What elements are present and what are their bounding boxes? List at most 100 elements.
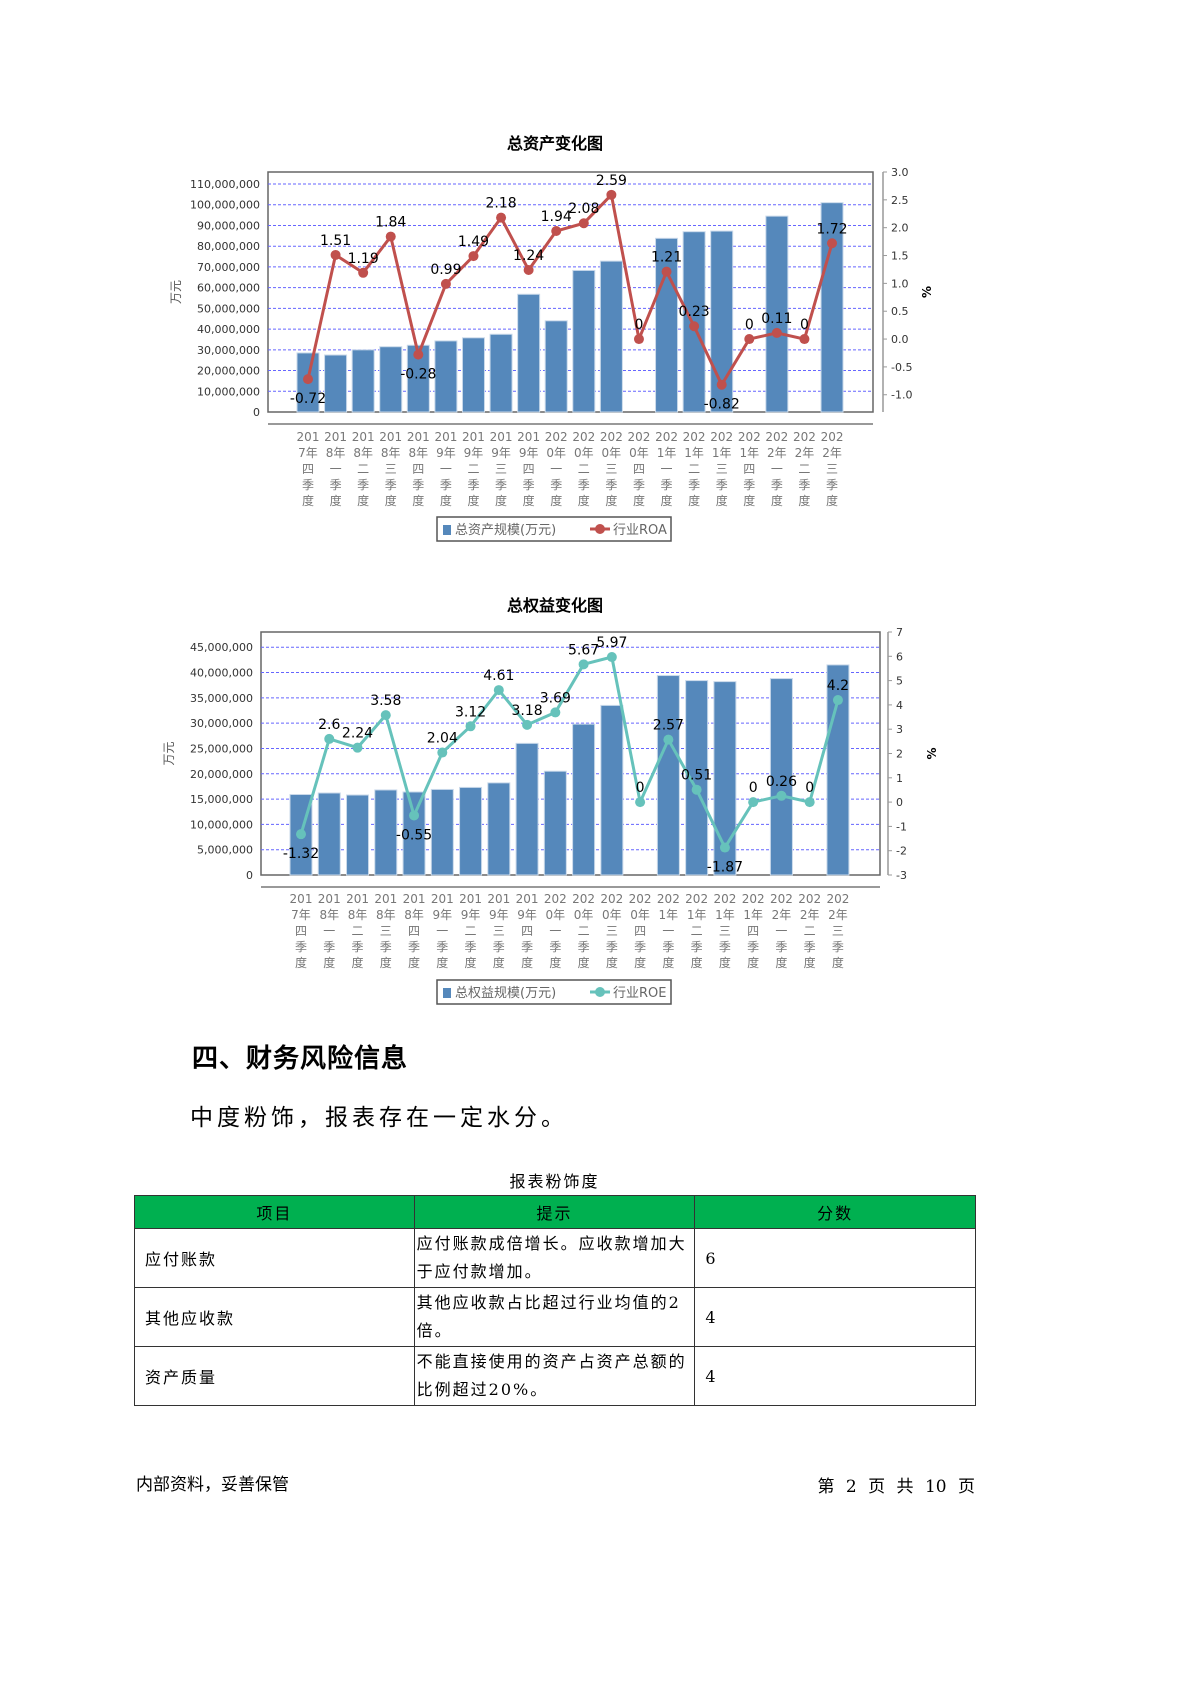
data-label: 0.51 <box>681 768 712 784</box>
line-point <box>437 747 448 758</box>
data-label: -1.32 <box>283 846 319 862</box>
y-tick-label: 40,000,000 <box>190 667 253 680</box>
bar <box>317 792 341 876</box>
line-point <box>493 685 504 696</box>
y-tick-label: 90,000,000 <box>197 219 260 232</box>
x-tick-label: 201 9年四季度 <box>517 430 540 508</box>
y-tick-label: 20,000,000 <box>197 365 260 378</box>
footer-page-number: 第 2 页 共 10 页 <box>817 1477 975 1497</box>
bar <box>710 230 734 413</box>
x-tick-label: 202 1年二季度 <box>685 892 708 970</box>
header-score: 分数 <box>694 1195 976 1229</box>
y2-tick-label: 0.5 <box>891 305 909 318</box>
x-tick-label: 201 8年二季度 <box>346 892 369 970</box>
y2-tick-label: 0.0 <box>891 333 909 346</box>
footer-confidential: 内部资料，妥善保管 <box>136 1475 289 1495</box>
data-label: 3.69 <box>540 690 571 706</box>
data-label: -0.82 <box>704 397 740 413</box>
total-equity-chart: 总权益变化图 0 5,000,000 10,000,000 15,000,000 20,0… <box>162 596 939 1005</box>
line-point <box>330 249 341 260</box>
y-tick-label: 60,000,000 <box>197 282 260 295</box>
data-label: 0.11 <box>761 311 792 327</box>
x-tick-label: 201 9年四季度 <box>516 892 539 970</box>
bar <box>685 680 709 876</box>
x-tick-label: 201 8年三季度 <box>379 430 402 508</box>
x-tick-label: 202 0年四季度 <box>628 430 651 508</box>
line-point <box>771 327 782 338</box>
y2-tick-label: -2 <box>896 845 907 858</box>
bar <box>461 337 485 413</box>
line-point <box>468 251 479 262</box>
section-summary: 中度粉饰，报表存在一定水分。 <box>190 1105 568 1131</box>
y2-tick-label: 1 <box>896 772 903 785</box>
y-tick-label: 5,000,000 <box>197 844 253 857</box>
data-label: 0 <box>745 317 754 333</box>
bar <box>487 782 511 876</box>
y2-tick-label: 2 <box>896 748 903 761</box>
x-tick-label: 201 8年四季度 <box>403 892 426 970</box>
x-tick-label: 202 2年一季度 <box>765 430 788 508</box>
x-tick-label: 201 7年四季度 <box>290 892 313 970</box>
y-tick-label: 80,000,000 <box>197 240 260 253</box>
line-point <box>303 374 313 385</box>
y-tick-label: 70,000,000 <box>197 261 260 274</box>
bar <box>430 788 454 876</box>
cell-item: 应付账款 <box>134 1228 415 1288</box>
cell-item: 资产质量 <box>134 1346 415 1406</box>
y2-tick-label: 3.0 <box>891 166 909 179</box>
line-point <box>324 733 335 744</box>
x-tick-label: 201 9年二季度 <box>459 892 482 970</box>
cell-hint: 应付账款成倍增长。应收款增加大于应付款增加。 <box>413 1228 696 1288</box>
x-tick-label: 202 2年二季度 <box>798 892 821 970</box>
bar <box>517 293 541 413</box>
section-heading: 四、财务风险信息 <box>192 1044 409 1074</box>
data-label: 1.49 <box>458 234 489 250</box>
y2-tick-label: 1.5 <box>891 250 909 263</box>
x-tick-label: 201 9年一季度 <box>434 430 457 508</box>
table-header-row: 项目 提示 分数 <box>134 1195 976 1229</box>
data-label: 2.24 <box>342 726 373 742</box>
y-tick-label: 30,000,000 <box>190 717 253 730</box>
line-point <box>716 379 727 390</box>
y2-axis-label: % <box>920 286 934 298</box>
line-point <box>352 742 363 753</box>
table-caption: 报表粉饰度 <box>509 1172 600 1191</box>
bar <box>572 723 596 876</box>
line-point <box>440 278 451 289</box>
bar <box>324 354 348 413</box>
y2-tick-label: 7 <box>896 626 903 639</box>
data-label: 0 <box>749 780 758 796</box>
data-label: 0 <box>805 780 814 796</box>
x-tick-label: 202 1年四季度 <box>742 892 765 970</box>
x-tick-label: 201 8年三季度 <box>374 892 397 970</box>
chart-title: 总权益变化图 <box>507 596 603 615</box>
x-tick-label: 202 1年二季度 <box>683 430 706 508</box>
data-label: 0 <box>800 317 809 333</box>
cell-score: 4 <box>694 1346 976 1406</box>
x-tick-label: 202 0年二季度 <box>572 892 595 970</box>
bar <box>379 346 403 413</box>
bar <box>600 704 624 876</box>
line-point <box>744 334 755 345</box>
line-point <box>296 829 306 840</box>
data-label: 1.51 <box>320 233 351 249</box>
line-point <box>523 265 534 276</box>
line-point <box>465 721 476 732</box>
x-tick-label: 202 0年二季度 <box>572 430 595 508</box>
line-point <box>380 710 391 721</box>
x-tick-label: 202 2年三季度 <box>826 892 849 970</box>
data-label: -0.72 <box>290 391 326 407</box>
total-assets-chart: 总资产变化图 0 10,000,000 20,000,000 30,000,000 40,… <box>169 134 934 542</box>
line-point <box>409 810 420 821</box>
bar <box>374 789 398 876</box>
y-tick-label: 110,000,000 <box>190 178 260 191</box>
data-label: 2.08 <box>568 201 599 217</box>
line-point <box>748 797 759 808</box>
data-label: 1.24 <box>513 248 544 264</box>
data-label: 2.6 <box>318 717 340 733</box>
bar <box>713 681 737 876</box>
data-label: 0.23 <box>679 304 710 320</box>
legend-box <box>436 979 672 1005</box>
x-tick-label: 201 9年一季度 <box>431 892 454 970</box>
